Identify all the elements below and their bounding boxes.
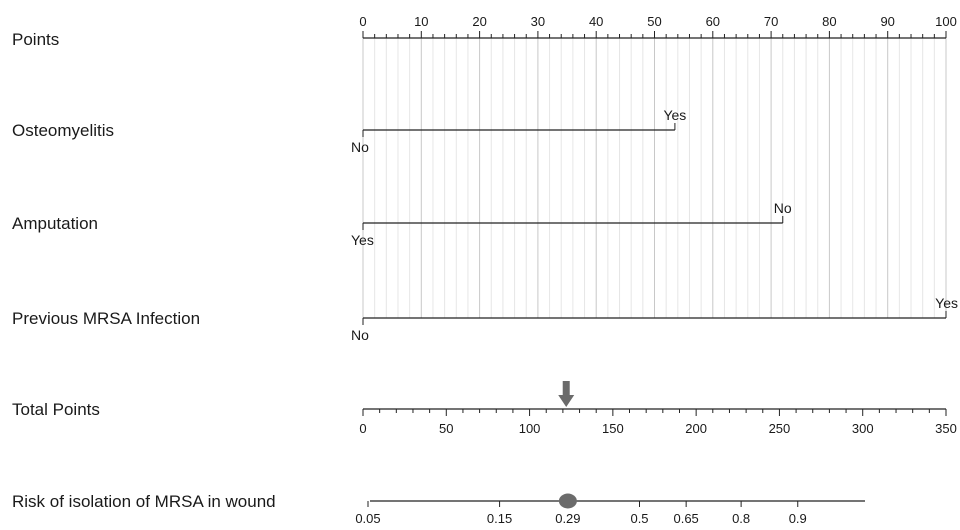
points-tick-label: 20	[472, 14, 486, 29]
risk-tick-label: 0.29	[555, 511, 580, 526]
total-tick-label: 100	[519, 421, 541, 436]
variable-level-label: No	[351, 139, 369, 155]
points-tick-label: 0	[359, 14, 366, 29]
variable-level-label: Yes	[663, 107, 686, 123]
points-tick-label: 70	[764, 14, 778, 29]
axes-layer	[362, 31, 947, 509]
total-tick-label: 50	[439, 421, 453, 436]
points-tick-label: 100	[935, 14, 957, 29]
variable-level-label: No	[351, 327, 369, 343]
row-label-variable: Amputation	[12, 214, 98, 233]
points-tick-label: 30	[531, 14, 545, 29]
labels-layer: Points 0 10 20 30 40 50 60 70 80 90 100 Osteomyeliti…	[12, 14, 958, 526]
risk-tick-label: 0.05	[355, 511, 380, 526]
risk-tick-label: 0.5	[630, 511, 648, 526]
risk-tick-label: 0.65	[673, 511, 698, 526]
points-tick-label: 10	[414, 14, 428, 29]
variable-level-label: Yes	[351, 232, 374, 248]
total-tick-label: 350	[935, 421, 957, 436]
row-label-risk: Risk of isolation of MRSA in wound	[12, 492, 276, 511]
row-label-points: Points	[12, 30, 59, 49]
points-tick-label: 60	[706, 14, 720, 29]
risk-tick-label: 0.9	[789, 511, 807, 526]
total-tick-label: 0	[359, 421, 366, 436]
row-label-variable: Previous MRSA Infection	[12, 309, 200, 328]
row-label-variable: Osteomyelitis	[12, 121, 114, 140]
total-tick-label: 300	[852, 421, 874, 436]
points-tick-label: 40	[589, 14, 603, 29]
risk-tick-label: 0.15	[487, 511, 512, 526]
total-tick-label: 200	[685, 421, 707, 436]
risk-tick-label: 0.8	[732, 511, 750, 526]
points-tick-label: 50	[647, 14, 661, 29]
row-label-total-points: Total Points	[12, 400, 100, 419]
points-tick-label: 80	[822, 14, 836, 29]
total-tick-label: 250	[769, 421, 791, 436]
grid-layer	[362, 38, 947, 318]
variable-level-label: Yes	[935, 295, 958, 311]
points-tick-label: 90	[880, 14, 894, 29]
total-tick-label: 150	[602, 421, 624, 436]
variable-level-label: No	[774, 200, 792, 216]
total-points-arrow-marker	[558, 381, 575, 407]
risk-point-marker	[558, 493, 577, 509]
